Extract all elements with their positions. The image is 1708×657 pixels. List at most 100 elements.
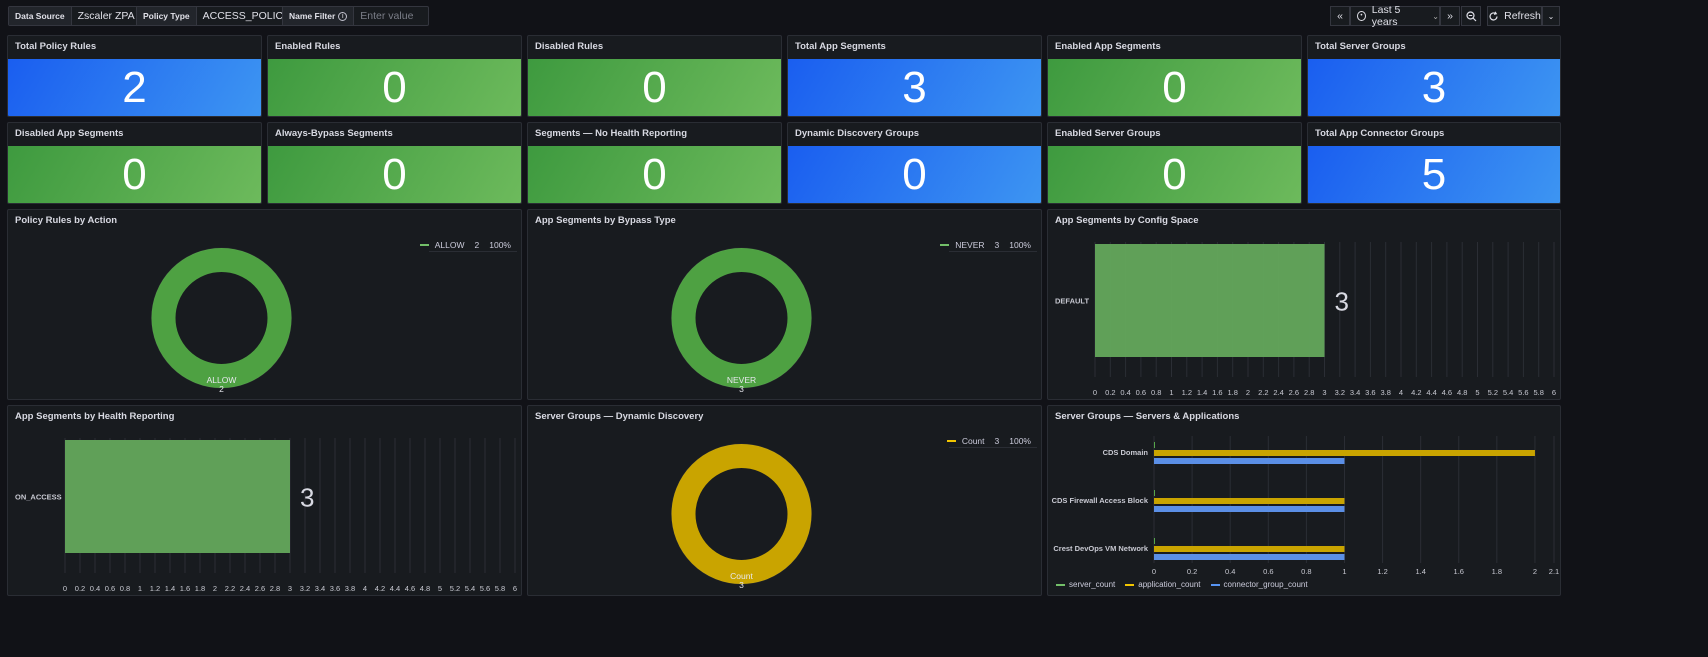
x-tick-label: 3.4 [1350, 388, 1360, 397]
donut-panel-bypass-type[interactable]: App Segments by Bypass Type NEVER 3 100%… [527, 209, 1042, 400]
stat-panel[interactable]: Enabled App Segments 0 [1047, 35, 1302, 117]
legend-swatch [419, 244, 429, 246]
stat-value: 0 [382, 149, 407, 199]
x-tick-label: 0 [1152, 567, 1156, 576]
x-tick-label: 5.6 [1518, 388, 1528, 397]
stat-value: 0 [642, 149, 667, 199]
x-tick-label: 0.8 [120, 584, 130, 593]
x-tick-label: 4.4 [390, 584, 400, 593]
legend-swatch [1125, 583, 1135, 586]
zoom-out-icon [1465, 10, 1476, 21]
refresh-button[interactable]: Refresh [1487, 6, 1542, 26]
bar-panel-health-reporting[interactable]: App Segments by Health Reporting 0 0.2 0.4… [7, 405, 522, 596]
refresh-interval-dropdown[interactable]: ⌄ [1542, 6, 1560, 26]
legend-label: connector_group_count [1223, 580, 1308, 589]
grouped-bar-panel-servers-apps[interactable]: Server Groups — Servers & Applications 0… [1047, 405, 1561, 596]
x-tick-label: 2.8 [270, 584, 280, 593]
stat-value: 0 [642, 62, 667, 112]
x-tick-label: 0.2 [1187, 567, 1197, 576]
bar-value-label: 3 [1335, 287, 1349, 317]
stat-title: Always-Bypass Segments [275, 128, 393, 139]
x-tick-label: 4.2 [1411, 388, 1421, 397]
x-tick-label: 3.6 [1365, 388, 1375, 397]
bar-chart: 0 0.2 0.4 0.6 0.8 1 1.2 1.4 1.6 1.8 2 2.2 2.4 2.6 2.8 3… [1055, 242, 1556, 397]
stat-panel[interactable]: Total App Segments 3 [787, 35, 1042, 117]
stat-value: 0 [902, 149, 927, 199]
stat-panel[interactable]: Segments — No Health Reporting 0 [527, 122, 782, 204]
stat-background: 0 [268, 59, 521, 116]
name-filter-variable[interactable]: Name Filter i Enter value [282, 6, 430, 26]
legend-swatch [946, 440, 956, 442]
stat-background: 3 [1308, 59, 1560, 116]
stat-panel[interactable]: Always-Bypass Segments 0 [267, 122, 522, 204]
time-shift-back-button[interactable]: « [1330, 6, 1350, 26]
time-range-picker[interactable]: • Last 5 years ⌄ [1350, 4, 1440, 28]
chart-legend: ALLOW 2 100% [419, 240, 511, 250]
time-shift-forward-button[interactable]: » [1440, 6, 1460, 26]
stat-panel[interactable]: Disabled App Segments 0 [7, 122, 262, 204]
refresh-icon [1489, 11, 1498, 20]
stat-title: Total Server Groups [1315, 41, 1406, 52]
x-tick-label: 1.2 [1182, 388, 1192, 397]
x-tick-label: 0.8 [1301, 567, 1311, 576]
x-tick-label: 1.6 [1454, 567, 1464, 576]
x-tick-label: 1.2 [150, 584, 160, 593]
stat-background: 3 [788, 59, 1041, 116]
stat-panel[interactable]: Enabled Rules 0 [267, 35, 522, 117]
stat-panel[interactable]: Dynamic Discovery Groups 0 [787, 122, 1042, 204]
stat-title: Enabled App Segments [1055, 41, 1161, 52]
stat-background: 0 [8, 146, 261, 203]
x-tick-label: 3.6 [330, 584, 340, 593]
legend-percent: 100% [1009, 240, 1031, 250]
donut-panel-dynamic-discovery[interactable]: Server Groups — Dynamic Discovery Count … [527, 405, 1042, 596]
x-tick-label: 0.4 [1120, 388, 1130, 397]
legend-value: 3 [994, 436, 1000, 446]
legend-swatch [1210, 583, 1220, 586]
donut-slice [671, 444, 812, 584]
x-tick-label: 5 [438, 584, 442, 593]
stat-title: Disabled Rules [535, 41, 604, 52]
x-tick-label: 1.8 [1227, 388, 1237, 397]
panel-title: App Segments by Config Space [1055, 215, 1199, 226]
stat-panel[interactable]: Total Server Groups 3 [1307, 35, 1561, 117]
stat-value: 0 [1162, 62, 1187, 112]
x-tick-label: 1.4 [1415, 567, 1425, 576]
x-tick-label: 1.2 [1377, 567, 1387, 576]
x-tick-label: 0.6 [1136, 388, 1146, 397]
legend-percent: 100% [489, 240, 511, 250]
x-tick-label: 0 [63, 584, 67, 593]
panel-title: Policy Rules by Action [15, 215, 118, 226]
x-tick-label: 5.4 [1503, 388, 1513, 397]
time-range-label: Last 5 years [1371, 4, 1401, 28]
stat-background: 5 [1308, 146, 1560, 203]
refresh-label: Refresh [1504, 10, 1541, 22]
x-tick-label: 0.8 [1151, 388, 1161, 397]
zoom-out-button[interactable] [1461, 6, 1481, 26]
stat-title: Total App Segments [795, 41, 886, 52]
category-label: ON_ACCESS [15, 493, 62, 502]
x-tick-label: 0.4 [90, 584, 100, 593]
policy-type-variable[interactable]: Policy Type ACCESS_POLICY⌄ [136, 6, 312, 26]
stat-panel[interactable]: Total App Connector Groups 5 [1307, 122, 1561, 204]
x-tick-label: 2.2 [1258, 388, 1268, 397]
stat-panel[interactable]: Total Policy Rules 2 [7, 35, 262, 117]
x-tick-label: 2.4 [240, 584, 250, 593]
data-source-label: Data Source [9, 7, 72, 25]
category-label: CDS Domain [1103, 448, 1149, 457]
data-source-variable[interactable]: Data Source Zscaler ZPA⌄ [8, 6, 157, 26]
stat-panel[interactable]: Disabled Rules 0 [527, 35, 782, 117]
legend-swatch [1056, 583, 1065, 586]
bar-panel-config-space[interactable]: App Segments by Config Space 0 0.2 0.4 0.6 0… [1047, 209, 1561, 400]
stat-panel[interactable]: Enabled Server Groups 0 [1047, 122, 1302, 204]
bar-server_count [1154, 442, 1155, 448]
donut-panel-policy-action[interactable]: Policy Rules by Action ALLOW 2 100% ALLO… [7, 209, 522, 400]
name-filter-input[interactable]: Enter value [354, 7, 428, 25]
x-tick-label: 1.4 [1197, 388, 1207, 397]
bar-value-label: 3 [300, 483, 314, 513]
x-tick-label: 3.4 [315, 584, 325, 593]
stat-value: 5 [1421, 149, 1447, 199]
x-tick-label: 2 [213, 584, 217, 593]
x-tick-label: 3.2 [1335, 388, 1345, 397]
x-tick-label: 0 [1093, 388, 1097, 397]
legend-value: 3 [994, 240, 1000, 250]
